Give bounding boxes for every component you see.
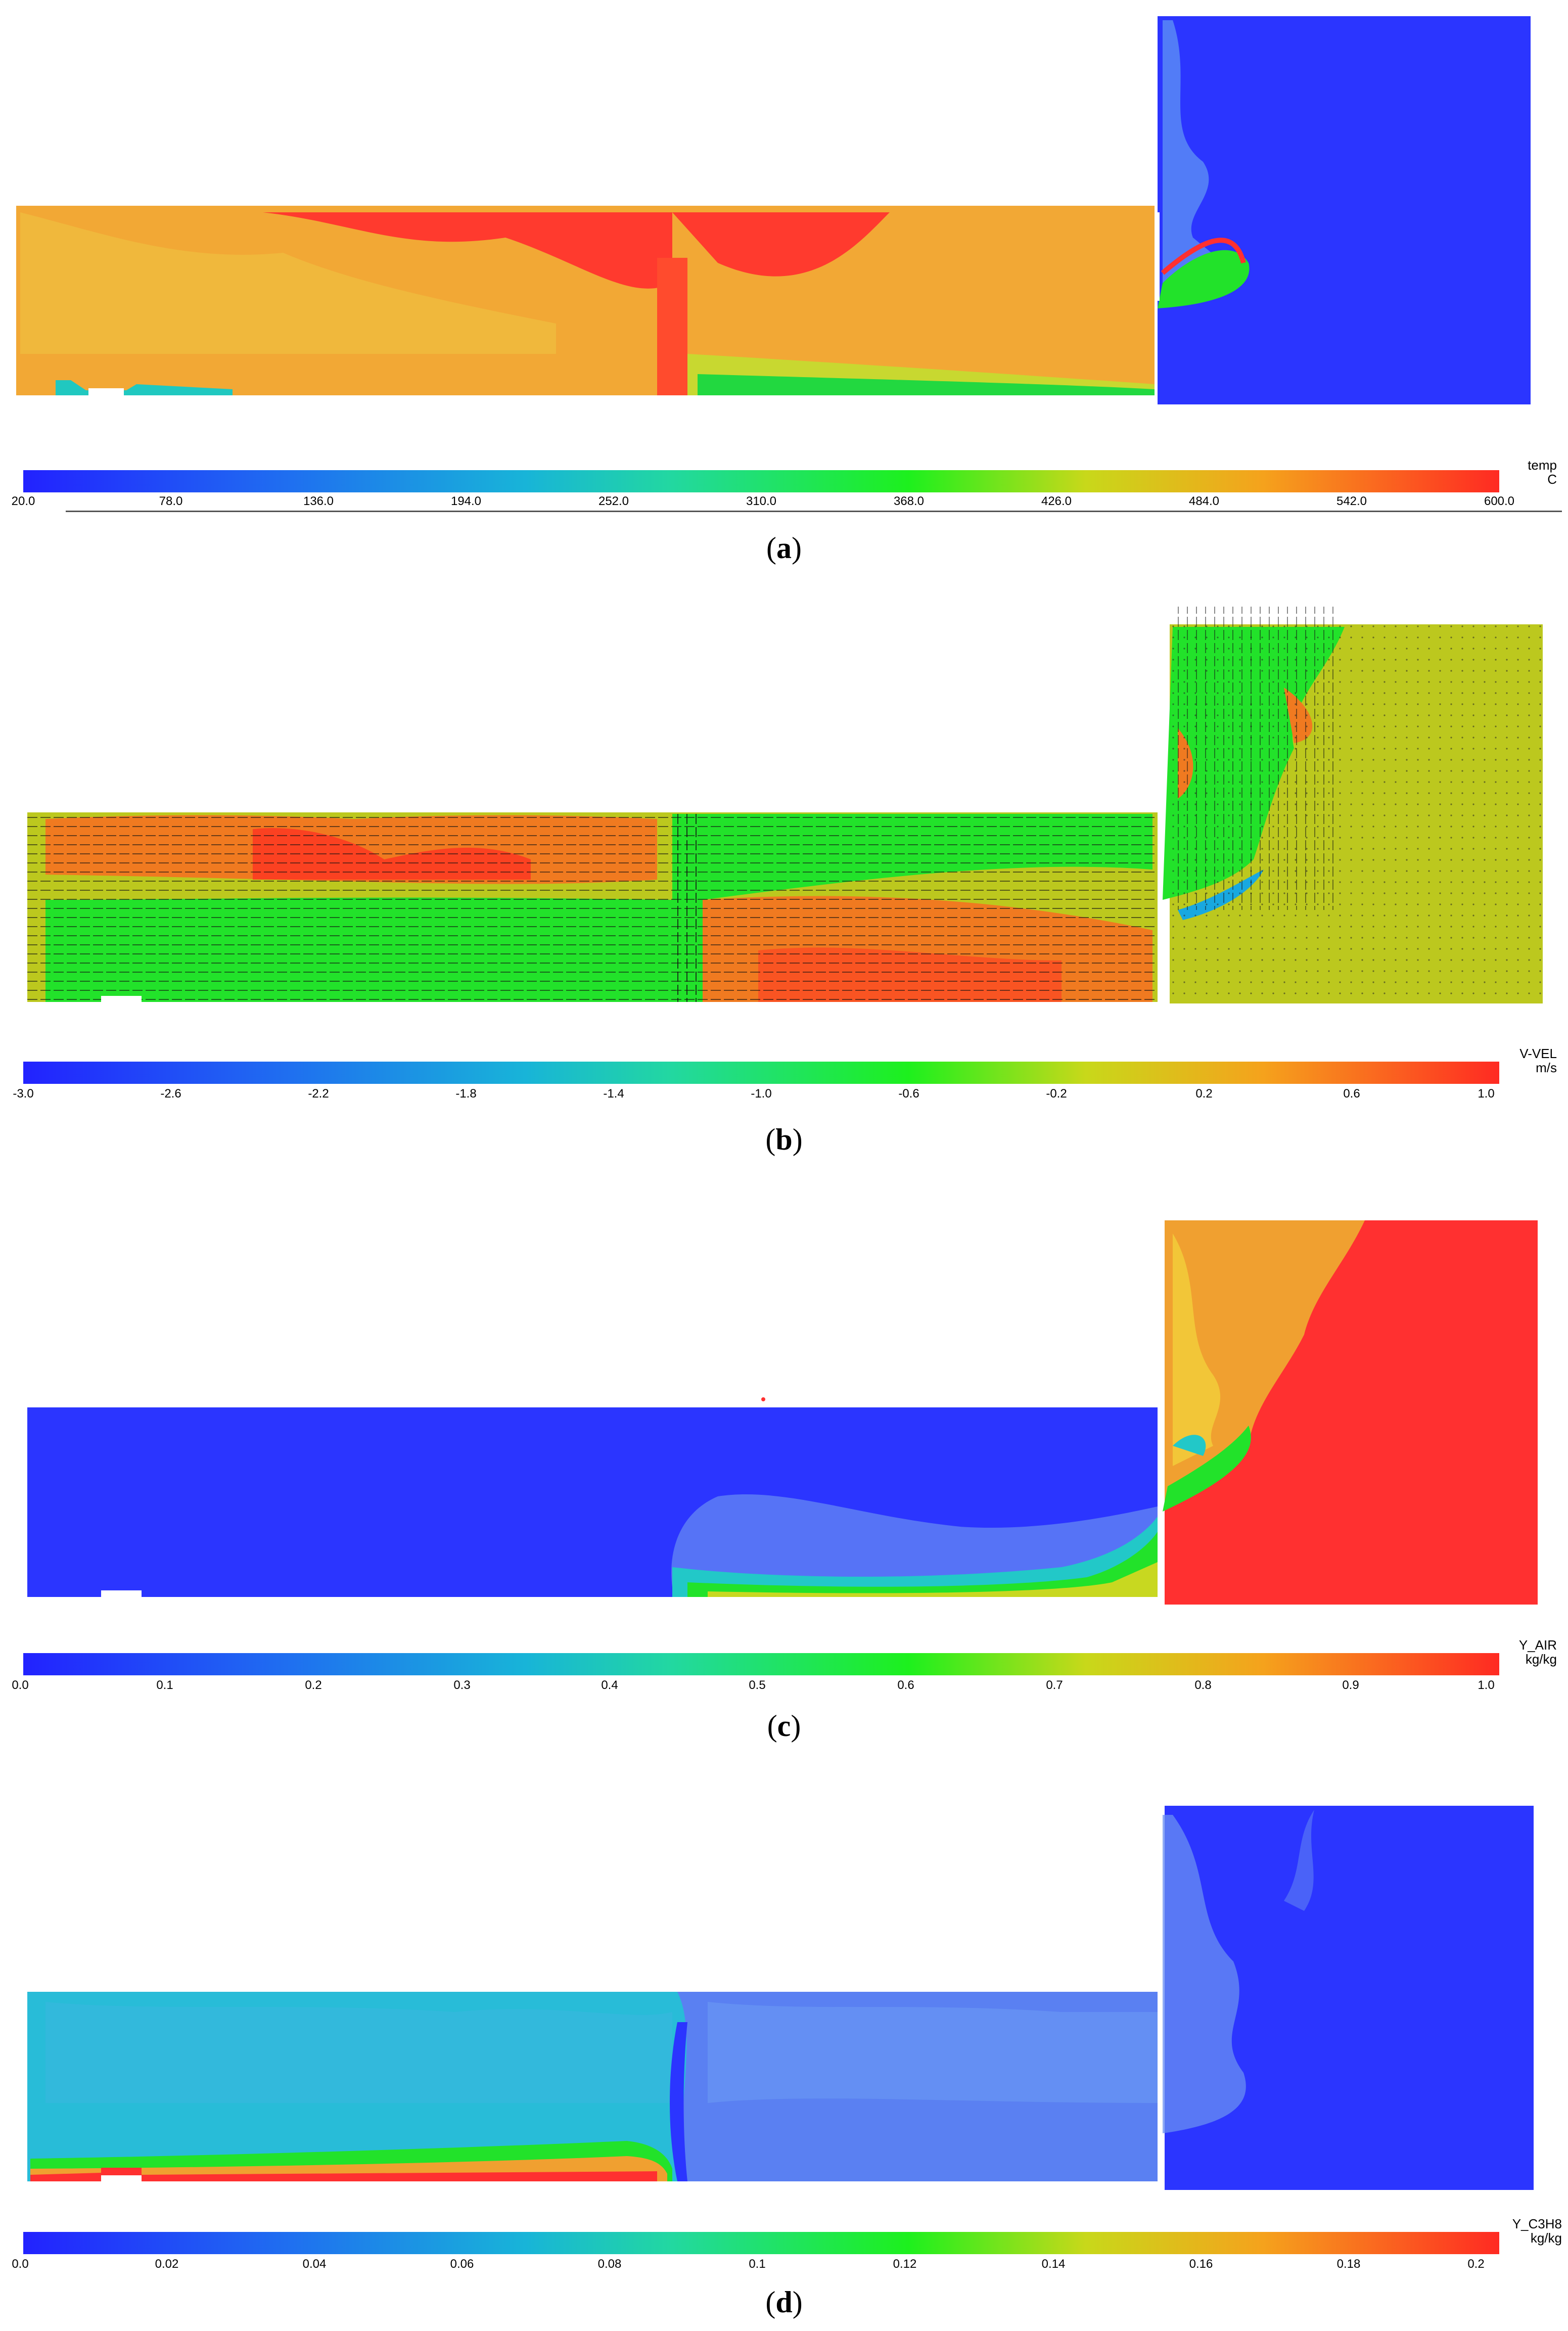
tick-label: -1.4 [603, 1087, 624, 1101]
tick-label: 0.7 [1046, 1678, 1063, 1692]
tick-label: -1.0 [751, 1087, 772, 1101]
tick-label: 136.0 [303, 494, 334, 508]
variable-name: Y_AIR [1518, 1637, 1557, 1653]
tick-label: 0.2 [1195, 1087, 1213, 1101]
tick-label: 0.16 [1189, 2257, 1213, 2271]
tick-label: 0.1 [156, 1678, 173, 1692]
colorbar [23, 1653, 1499, 1675]
tick-label: 484.0 [1188, 494, 1220, 508]
tick-label: 0.12 [893, 2257, 917, 2271]
tick-label: 0.0 [12, 2257, 29, 2271]
variable-name: Y_C3H8 [1512, 2216, 1562, 2231]
tick-label: 0.4 [601, 1678, 618, 1692]
colorbar-title: V-VEL m/s [1496, 1046, 1557, 1075]
panel-c: 0.0 0.1 0.2 0.3 0.4 0.5 0.6 0.7 0.8 0.9 … [0, 1163, 1568, 1749]
tick-label: 1.0 [1478, 1678, 1495, 1692]
tick-label: -0.2 [1046, 1087, 1067, 1101]
tick-label: 542.0 [1336, 494, 1367, 508]
panel-caption: (d) [765, 2286, 803, 2319]
tick-label: 0.08 [597, 2257, 622, 2271]
panel-b: -3.0 -2.6 -2.2 -1.8 -1.4 -1.0 -0.6 -0.2 … [0, 576, 1568, 1163]
tick-label: 310.0 [746, 494, 777, 508]
tick-label: 0.6 [897, 1678, 914, 1692]
tick-label: 0.04 [302, 2257, 327, 2271]
panel-d: 0.0 0.02 0.04 0.06 0.08 0.1 0.12 0.14 0.… [0, 1749, 1568, 2331]
caption-letter: b [775, 1123, 793, 1156]
colorbar-title: Y_C3H8 kg/kg [1491, 2217, 1562, 2245]
tick-label: 0.0 [12, 1678, 29, 1692]
colorbar [23, 470, 1499, 492]
colorbar-title: Y_AIR kg/kg [1496, 1638, 1557, 1666]
tick-label: 1.0 [1478, 1087, 1495, 1101]
variable-name: temp [1528, 458, 1557, 473]
tick-label: -0.6 [898, 1087, 919, 1101]
tick-label: 0.02 [155, 2257, 179, 2271]
variable-name: V-VEL [1519, 1046, 1557, 1061]
caption-letter: a [776, 531, 792, 565]
tick-label: 0.5 [749, 1678, 766, 1692]
caption-letter: d [775, 2286, 793, 2319]
tick-label: 0.06 [450, 2257, 474, 2271]
propane-fraction-field [27, 1806, 1534, 2190]
variable-unit: m/s [1536, 1060, 1557, 1075]
tick-label: 252.0 [598, 494, 629, 508]
tick-label: -2.6 [160, 1087, 181, 1101]
tick-label: 194.0 [450, 494, 482, 508]
panel-caption: (b) [765, 1123, 803, 1156]
tick-label: 600.0 [1484, 494, 1515, 508]
tick-label: 0.9 [1342, 1678, 1359, 1692]
tick-label: -1.8 [455, 1087, 477, 1101]
velocity-field [27, 607, 1543, 1003]
colorbar-title: temp C [1511, 458, 1557, 486]
tick-label: 0.2 [1467, 2257, 1485, 2271]
colorbar-axis [66, 511, 1562, 512]
air-fraction-field [27, 1220, 1538, 1605]
tick-label: 20.0 [11, 494, 35, 508]
variable-unit: kg/kg [1525, 1652, 1557, 1667]
panel-a: 20.0 78.0 136.0 194.0 252.0 310.0 368.0 … [0, 0, 1568, 576]
tick-label: 0.3 [453, 1678, 471, 1692]
tick-label: 0.6 [1343, 1087, 1360, 1101]
tick-label: 78.0 [159, 494, 183, 508]
variable-unit: C [1547, 472, 1557, 487]
tick-label: -3.0 [13, 1087, 34, 1101]
caption-letter: c [777, 1709, 791, 1743]
tick-label: 368.0 [893, 494, 925, 508]
panel-caption: (a) [766, 531, 802, 565]
tick-label: 0.14 [1041, 2257, 1066, 2271]
panel-caption: (c) [767, 1709, 801, 1743]
tick-label: 0.8 [1194, 1678, 1212, 1692]
tick-label: 0.1 [749, 2257, 766, 2271]
temperature-field [16, 16, 1531, 404]
variable-unit: kg/kg [1530, 2230, 1562, 2246]
tick-label: -2.2 [308, 1087, 329, 1101]
colorbar [23, 1062, 1499, 1084]
colorbar [23, 2232, 1499, 2254]
tick-label: 0.2 [305, 1678, 322, 1692]
tick-label: 0.18 [1336, 2257, 1361, 2271]
tick-label: 426.0 [1041, 494, 1072, 508]
